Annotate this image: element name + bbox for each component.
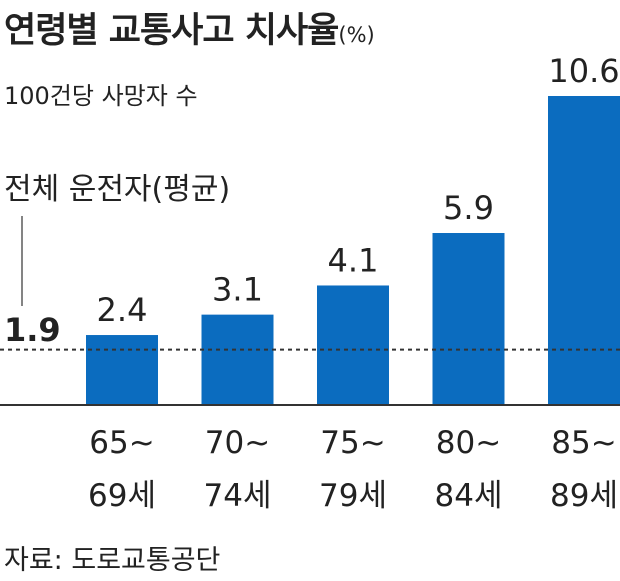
reference-line-value: 1.9 xyxy=(4,311,61,349)
chart-title-unit: (%) xyxy=(338,23,375,47)
bar xyxy=(201,314,274,405)
chart-subtitle: 100건당 사망자 수 xyxy=(4,82,198,110)
data-label: 4.1 xyxy=(328,241,379,279)
data-label: 10.6 xyxy=(548,52,619,90)
bar xyxy=(432,233,505,405)
source-note: 자료: 도로교통공단 xyxy=(4,545,221,576)
x-tick-label: 69세 xyxy=(88,478,156,514)
x-tick-label: 74세 xyxy=(204,478,272,514)
chart-title: 연령별 교통사고 치사율(%) xyxy=(4,2,375,53)
chart-title-text: 연령별 교통사고 치사율 xyxy=(4,11,339,51)
data-label: 3.1 xyxy=(212,271,263,309)
x-tick-label: 84세 xyxy=(435,478,503,514)
x-tick-label: 85~ xyxy=(551,425,616,461)
x-tick-label: 79세 xyxy=(319,478,387,514)
x-tick-label: 65~ xyxy=(89,425,154,461)
bar xyxy=(86,335,158,405)
x-tick-label: 70~ xyxy=(205,425,270,461)
bar xyxy=(317,285,389,405)
data-label: 2.4 xyxy=(97,291,148,329)
bar xyxy=(548,96,620,405)
x-tick-label: 75~ xyxy=(320,425,385,461)
x-tick-label: 89세 xyxy=(550,478,618,514)
data-label: 5.9 xyxy=(443,189,494,227)
reference-line-label: 전체 운전자(평균) xyxy=(4,172,231,207)
x-tick-label: 80~ xyxy=(436,425,501,461)
